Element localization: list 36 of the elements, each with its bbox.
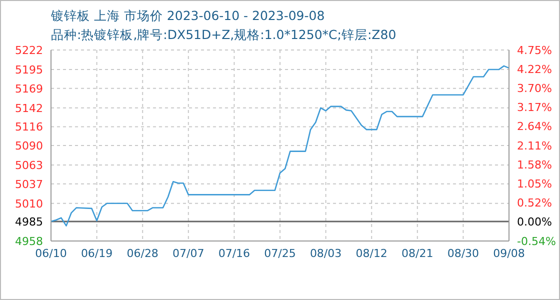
y2-tick-label: 2.11% xyxy=(517,139,552,152)
x-tick-label: 08/30 xyxy=(447,246,480,260)
y-tick-label: 4958 xyxy=(15,235,43,248)
x-tick-label: 06/10 xyxy=(35,246,67,260)
x-tick-label: 08/12 xyxy=(356,246,388,260)
y-tick-label: 5063 xyxy=(15,159,43,172)
line-series xyxy=(51,65,509,226)
chart-title: 镀锌板 上海 市场价 2023-06-10 - 2023-09-08 xyxy=(51,8,325,25)
x-tick-label: 06/19 xyxy=(80,246,113,260)
x-tick-label: 09/08 xyxy=(493,246,525,260)
chart-subtitle: 品种:热镀锌板,牌号:DX51D+Z,规格:1.0*1250*C;锌层:Z80 xyxy=(51,27,396,44)
y-tick-label: 5169 xyxy=(15,82,43,96)
y2-tick-label: -0.54% xyxy=(517,235,556,248)
y2-tick-label: 4.22% xyxy=(517,63,552,76)
y-tick-label: 5010 xyxy=(15,197,43,210)
x-tick-label: 08/03 xyxy=(310,246,342,260)
y2-tick-label: 1.05% xyxy=(517,178,552,191)
y-tick-label: 5116 xyxy=(15,120,43,134)
y-tick-label: 5090 xyxy=(15,140,43,152)
y-tick-label: 5222 xyxy=(15,44,43,57)
y2-tick-label: 0.52% xyxy=(517,196,552,210)
y2-tick-label: 2.64% xyxy=(517,120,552,134)
x-tick-label: 07/25 xyxy=(264,246,296,260)
y-tick-label: 5195 xyxy=(15,64,43,77)
y2-tick-label: 3.70% xyxy=(517,82,552,95)
y-tick-label: 5142 xyxy=(15,102,43,115)
x-tick-label: 08/21 xyxy=(402,246,434,260)
y2-tick-label: 0.00% xyxy=(517,216,552,229)
y-tick-label: 4985 xyxy=(15,215,43,228)
y-tick-label: 5037 xyxy=(15,178,43,191)
x-tick-label: 07/16 xyxy=(218,246,250,260)
x-tick-label: 07/07 xyxy=(172,246,204,260)
y2-tick-label: 3.17% xyxy=(517,101,552,114)
y2-tick-label: 1.58% xyxy=(517,158,552,172)
y2-tick-label: 4.75% xyxy=(517,44,552,57)
x-tick-label: 06/28 xyxy=(126,246,158,260)
